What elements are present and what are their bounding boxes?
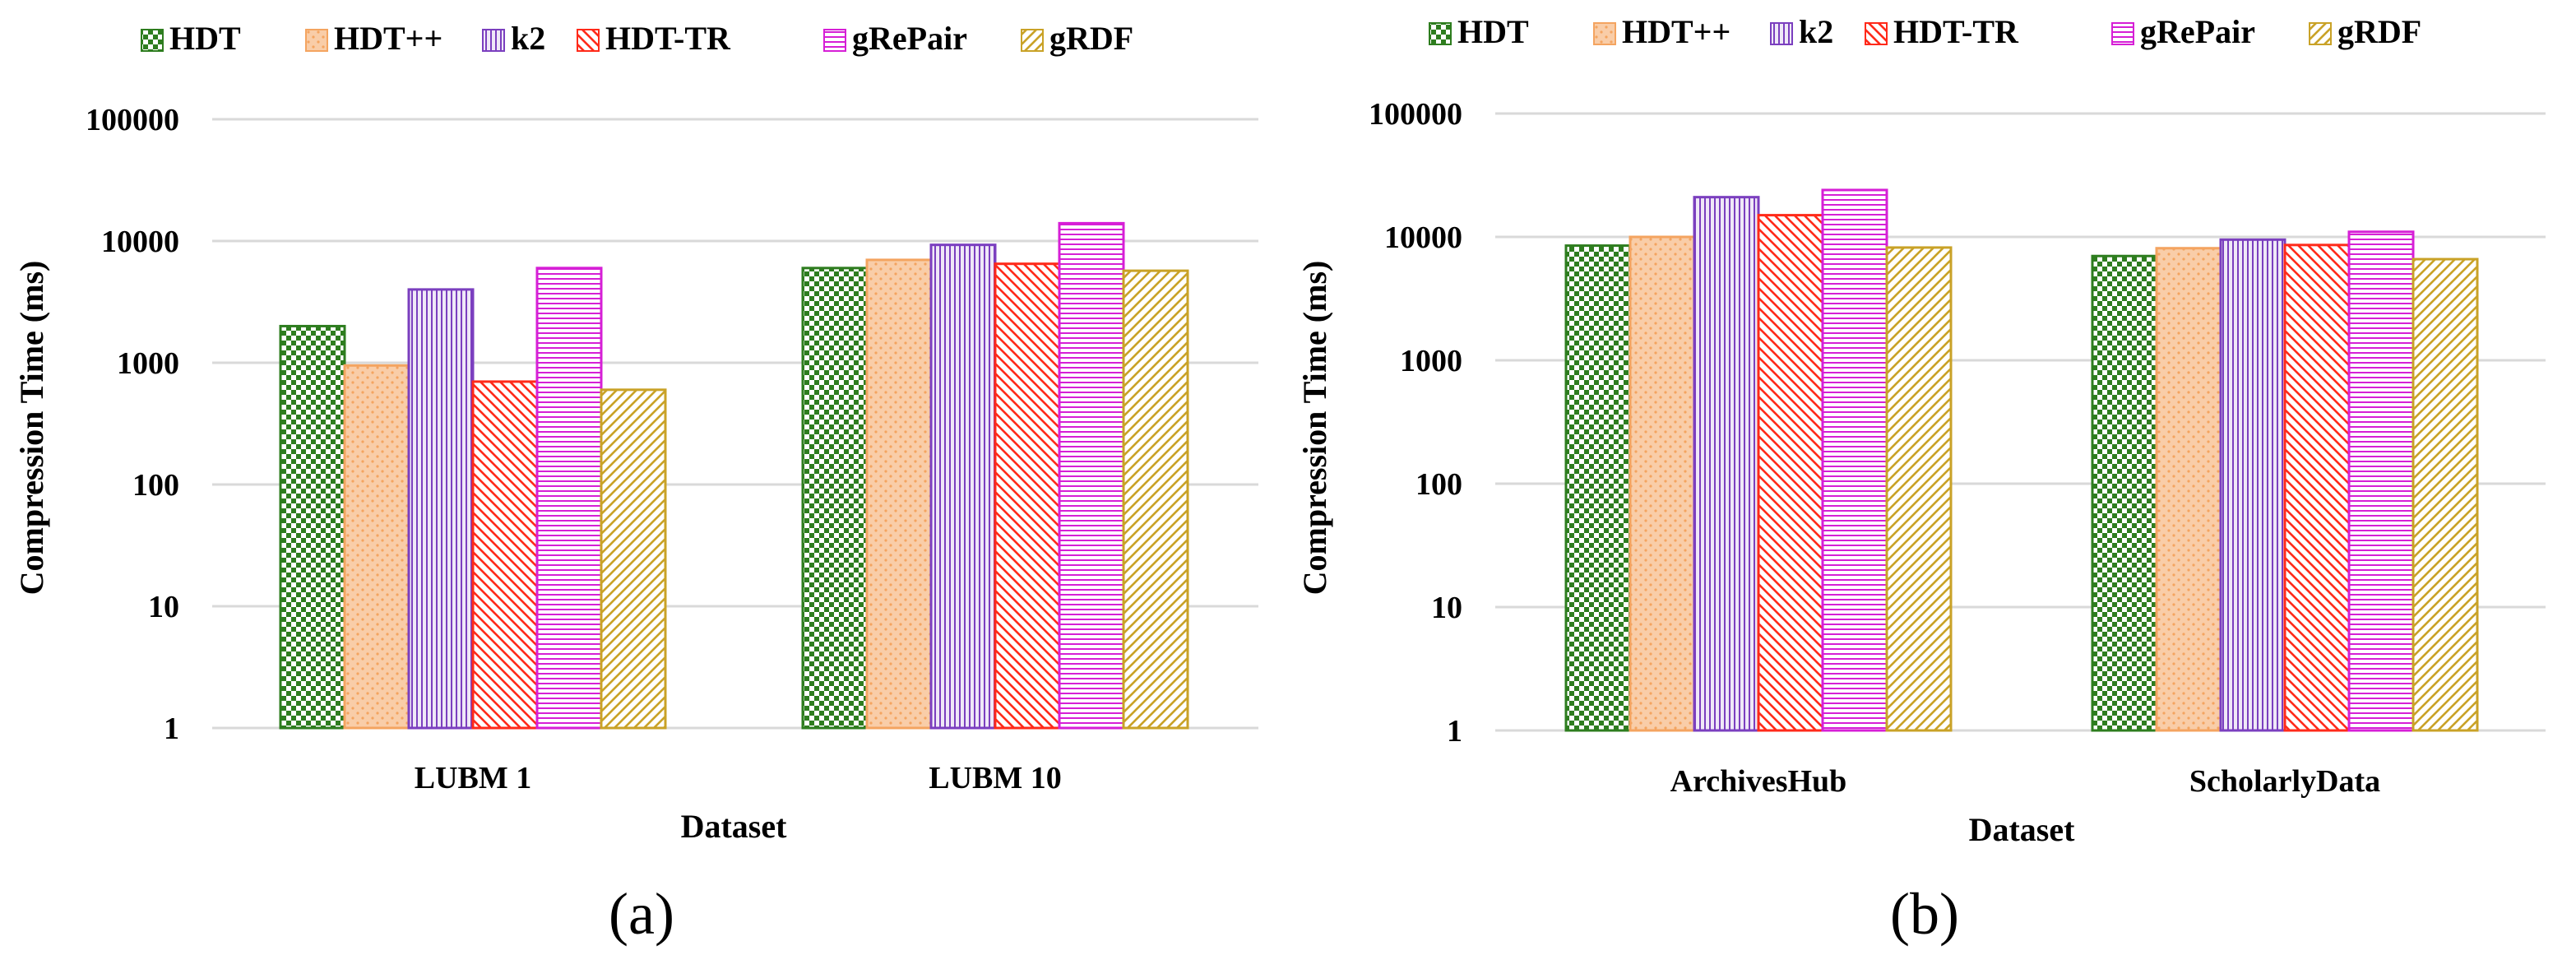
bar-hdt-tr-scholarlydata (2283, 243, 2351, 732)
y-tick-label: 100 (1415, 467, 1462, 502)
bar-grdf-scholarlydata (2412, 257, 2479, 732)
legend-a: HDT HDT++ k2 HDT-TR gRePair gRDF (141, 20, 1133, 57)
bar-hdt-lubm-1 (279, 324, 346, 730)
x-axis-label-a: Dataset (681, 808, 788, 845)
bar-k2-archiveshub (1693, 196, 1760, 732)
bar-k2-scholarlydata (2219, 238, 2286, 732)
y-axis-label-b: Compression Time (ms) (1296, 261, 1333, 596)
legend-label: HDT-TR (1893, 13, 2019, 50)
y-tick-label: 1 (1447, 714, 1462, 749)
bar-grdf-lubm-1 (600, 388, 667, 730)
bar-hdt--archiveshub (1629, 235, 1696, 732)
legend-swatch-grepair (2111, 22, 2134, 45)
bar-hdt-tr-lubm-10 (994, 262, 1061, 730)
legend-swatch-hdt- (1593, 22, 1616, 45)
bar-grepair-scholarlydata (2347, 230, 2415, 732)
bars-b (1564, 188, 2479, 732)
bar-grdf-lubm-10 (1122, 269, 1189, 730)
legend-label: HDT++ (1622, 13, 1730, 50)
y-tick-label: 100 (132, 468, 179, 503)
bar-hdt-lubm-10 (801, 267, 869, 730)
category-label: LUBM 1 (415, 761, 532, 795)
legend-swatch-k2 (1770, 22, 1793, 45)
legend-label: k2 (511, 20, 545, 57)
legend-swatch-grdf (1021, 29, 1044, 52)
category-label: ScholarlyData (2189, 764, 2380, 799)
category-labels-a: LUBM 1 LUBM 10 (415, 761, 1062, 795)
y-tick-label: 100000 (1369, 97, 1462, 132)
legend-swatch-hdt- (305, 29, 328, 52)
bar-grepair-archiveshub (1821, 188, 1888, 732)
legend-swatch-hdt (1429, 22, 1452, 45)
y-tick-label: 10 (148, 590, 179, 624)
legend-swatch-k2 (482, 29, 505, 52)
y-tick-label: 1000 (117, 346, 179, 381)
category-labels-b: ArchivesHub ScholarlyData (1670, 764, 2380, 799)
legend-swatch-hdt-tr (1865, 22, 1888, 45)
y-tick-label: 1 (164, 712, 179, 746)
legend-b: HDT HDT++ k2 HDT-TR gRePair gRDF (1429, 13, 2421, 50)
bar-k2-lubm-1 (407, 288, 475, 730)
y-tick-labels-b: 1 10 100 1000 10000 100000 (1369, 97, 1462, 749)
bar-hdt--lubm-1 (343, 364, 410, 730)
y-tick-label: 10 (1431, 591, 1462, 625)
legend-swatch-grdf (2309, 22, 2332, 45)
legend-label: gRDF (1049, 20, 1133, 57)
legend-label: HDT++ (334, 20, 442, 57)
bar-grepair-lubm-1 (535, 267, 603, 730)
y-tick-label: 100000 (86, 103, 179, 137)
bar-hdt--scholarlydata (2155, 247, 2222, 732)
y-tick-label: 10000 (1384, 220, 1462, 255)
legend-swatch-hdt (141, 29, 164, 52)
y-axis-label-a: Compression Time (ms) (13, 261, 50, 596)
bar-hdt-archiveshub (1564, 244, 1632, 732)
legend-swatch-grepair (823, 29, 846, 52)
y-tick-label: 10000 (101, 225, 179, 259)
y-tick-label: 1000 (1400, 344, 1462, 378)
legend-label: gRePair (852, 20, 967, 57)
bars-a (279, 221, 1189, 730)
legend-label: k2 (1799, 13, 1833, 50)
legend-label: HDT (169, 20, 241, 57)
caption-b: (b) (1890, 881, 1959, 947)
y-tick-labels-a: 1 10 100 1000 10000 100000 (86, 103, 179, 746)
chart-panel-a: HDT HDT++ k2 HDT-TR gRePair gRDF 1 10 100 1000 10… (13, 20, 1258, 947)
legend-label: gRePair (2140, 13, 2255, 50)
bar-k2-lubm-10 (929, 243, 997, 730)
legend-label: HDT-TR (605, 20, 731, 57)
bar-grdf-archiveshub (1885, 246, 1953, 732)
bar-hdt-scholarlydata (2091, 254, 2158, 732)
bar-grepair-lubm-10 (1058, 221, 1125, 730)
bar-hdt-tr-archiveshub (1757, 214, 1824, 732)
bar-hdt-tr-lubm-1 (471, 380, 539, 730)
chart-panel-b: HDT HDT++ k2 HDT-TR gRePair gRDF 1 10 100 1000 10… (1296, 13, 2546, 947)
caption-a: (a) (609, 881, 674, 947)
legend-swatch-hdt-tr (577, 29, 600, 52)
bar-hdt--lubm-10 (865, 258, 933, 730)
legend-label: gRDF (2337, 13, 2421, 50)
x-axis-label-b: Dataset (1969, 811, 2076, 848)
category-label: ArchivesHub (1670, 764, 1847, 799)
category-label: LUBM 10 (929, 761, 1062, 795)
legend-label: HDT (1457, 13, 1529, 50)
